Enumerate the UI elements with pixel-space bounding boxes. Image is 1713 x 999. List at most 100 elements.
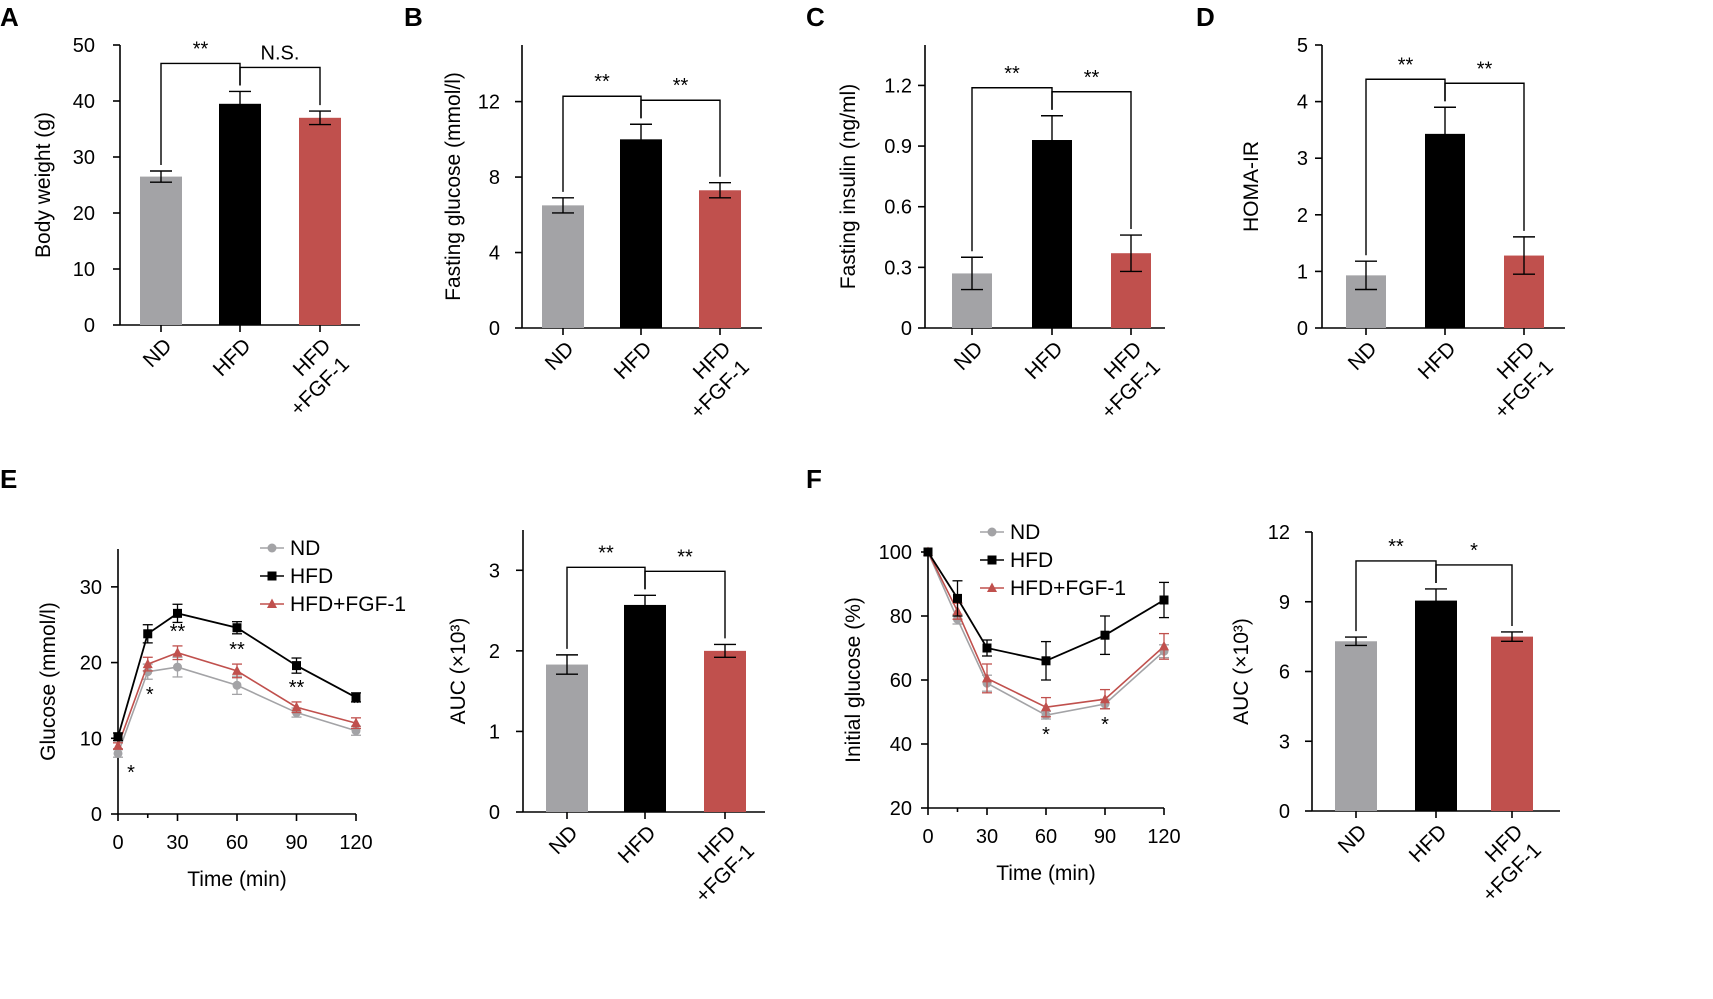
data-point [923,547,933,557]
y-tick-label: 5 [1297,35,1308,57]
bar [546,664,588,812]
data-point [351,717,361,728]
x-axis-label: Time (min) [187,868,287,891]
y-tick-label: 2 [1297,205,1308,227]
legend-marker [267,598,277,608]
significance-bracket [1444,82,1525,231]
category-label: ND [950,337,988,375]
data-point [1041,656,1051,666]
data-point [1159,640,1169,651]
data-point [173,608,182,618]
panel-letter: A [0,2,19,32]
significance-label: * [1042,724,1050,746]
legend-label: HFD [290,565,333,588]
x-tick-label: 120 [339,832,372,854]
y-tick-label: 0 [91,804,102,826]
category-label: HFD+FGF-1 [668,337,754,423]
y-tick-label: 40 [73,91,95,113]
significance-bracket [1051,91,1132,230]
legend-marker [267,543,277,553]
x-tick-label: 60 [1035,826,1057,848]
panel-f: F 20 40 60 80 100 0 30 60 90 120 Initial glucose (%… [806,464,1181,885]
y-tick-label: 0 [1297,318,1308,340]
category-label-line: HFD [614,821,661,868]
x-tick-label: 60 [226,832,248,854]
significance-label: ** [229,639,245,661]
category-label-line: HFD [1414,337,1461,384]
bar [1415,600,1457,811]
bar [1335,641,1377,811]
y-tick-label: 0.3 [884,257,912,279]
y-tick-label: 10 [73,259,95,281]
y-axis-label: AUC (×10³) [1230,618,1253,725]
data-point [953,593,962,603]
category-label: ND [1344,337,1382,375]
y-axis-label: Glucose (mmol/l) [37,602,60,761]
legend-marker [987,555,997,565]
category-label-line: ND [950,337,988,375]
category-label: HFD+FGF-1 [268,334,354,420]
significance-label: ** [594,71,610,93]
category-label: HFD [614,821,661,868]
bar [1425,133,1465,328]
y-tick-label: 20 [73,203,95,225]
data-point [143,629,153,639]
data-point [172,647,183,657]
category-label: HFD+FGF-1 [673,821,759,907]
category-label: HFD [1405,820,1452,867]
y-tick-label: 0.6 [884,197,912,219]
significance-label: ** [1398,54,1414,76]
bar [542,205,584,328]
category-label: ND [139,334,177,372]
y-tick-label: 60 [890,670,912,692]
y-tick-label: 40 [890,734,912,756]
y-axis-label: Fasting insulin (ng/ml) [837,84,860,289]
y-tick-label: 0 [84,315,95,337]
category-label: HFD [610,337,657,384]
category-label-line: HFD [209,334,256,381]
data-point [1100,630,1110,640]
category-label: ND [541,337,579,375]
bar [140,176,182,325]
category-label-line: HFD [1021,337,1068,384]
significance-label: * [127,762,135,784]
data-point [982,672,992,683]
category-label: ND [1334,820,1372,858]
y-tick-label: 6 [1279,662,1290,684]
y-tick-label: 9 [1279,592,1290,614]
data-point [1041,701,1051,712]
significance-label: ** [1004,63,1020,85]
y-tick-label: 3 [1297,148,1308,170]
bar [1491,636,1533,811]
bar [699,190,741,328]
significance-label: ** [193,38,209,60]
panel-letter: B [404,2,423,32]
y-tick-label: 4 [489,243,500,265]
y-tick-label: 12 [1268,522,1290,544]
data-point [1159,595,1169,605]
category-label-line: HFD [610,337,657,384]
panel-letter: D [1196,2,1215,32]
data-point [351,692,361,702]
significance-bracket [1435,564,1513,626]
significance-label: * [146,684,154,706]
panel-d: D 0 1 2 3 4 5 HOMA-IR ND HFD HFD+FGF-1 ** ** [1196,2,1565,423]
data-point [232,623,242,633]
x-tick-label: 120 [1147,826,1180,848]
y-tick-label: 8 [489,167,500,189]
series-line [927,551,1165,662]
category-label-line: ND [1334,820,1372,858]
bar [704,650,746,812]
category-label: HFD [1414,337,1461,384]
significance-bracket [239,66,321,106]
bar [1032,140,1072,328]
significance-label: ** [677,546,693,568]
legend-label: HFD+FGF-1 [290,593,406,616]
y-tick-label: 0 [901,318,912,340]
legend-marker [987,527,997,537]
category-label-line: ND [545,821,583,859]
significance-bracket [644,570,726,639]
legend-label: ND [1010,521,1040,544]
series-line [927,551,1165,709]
